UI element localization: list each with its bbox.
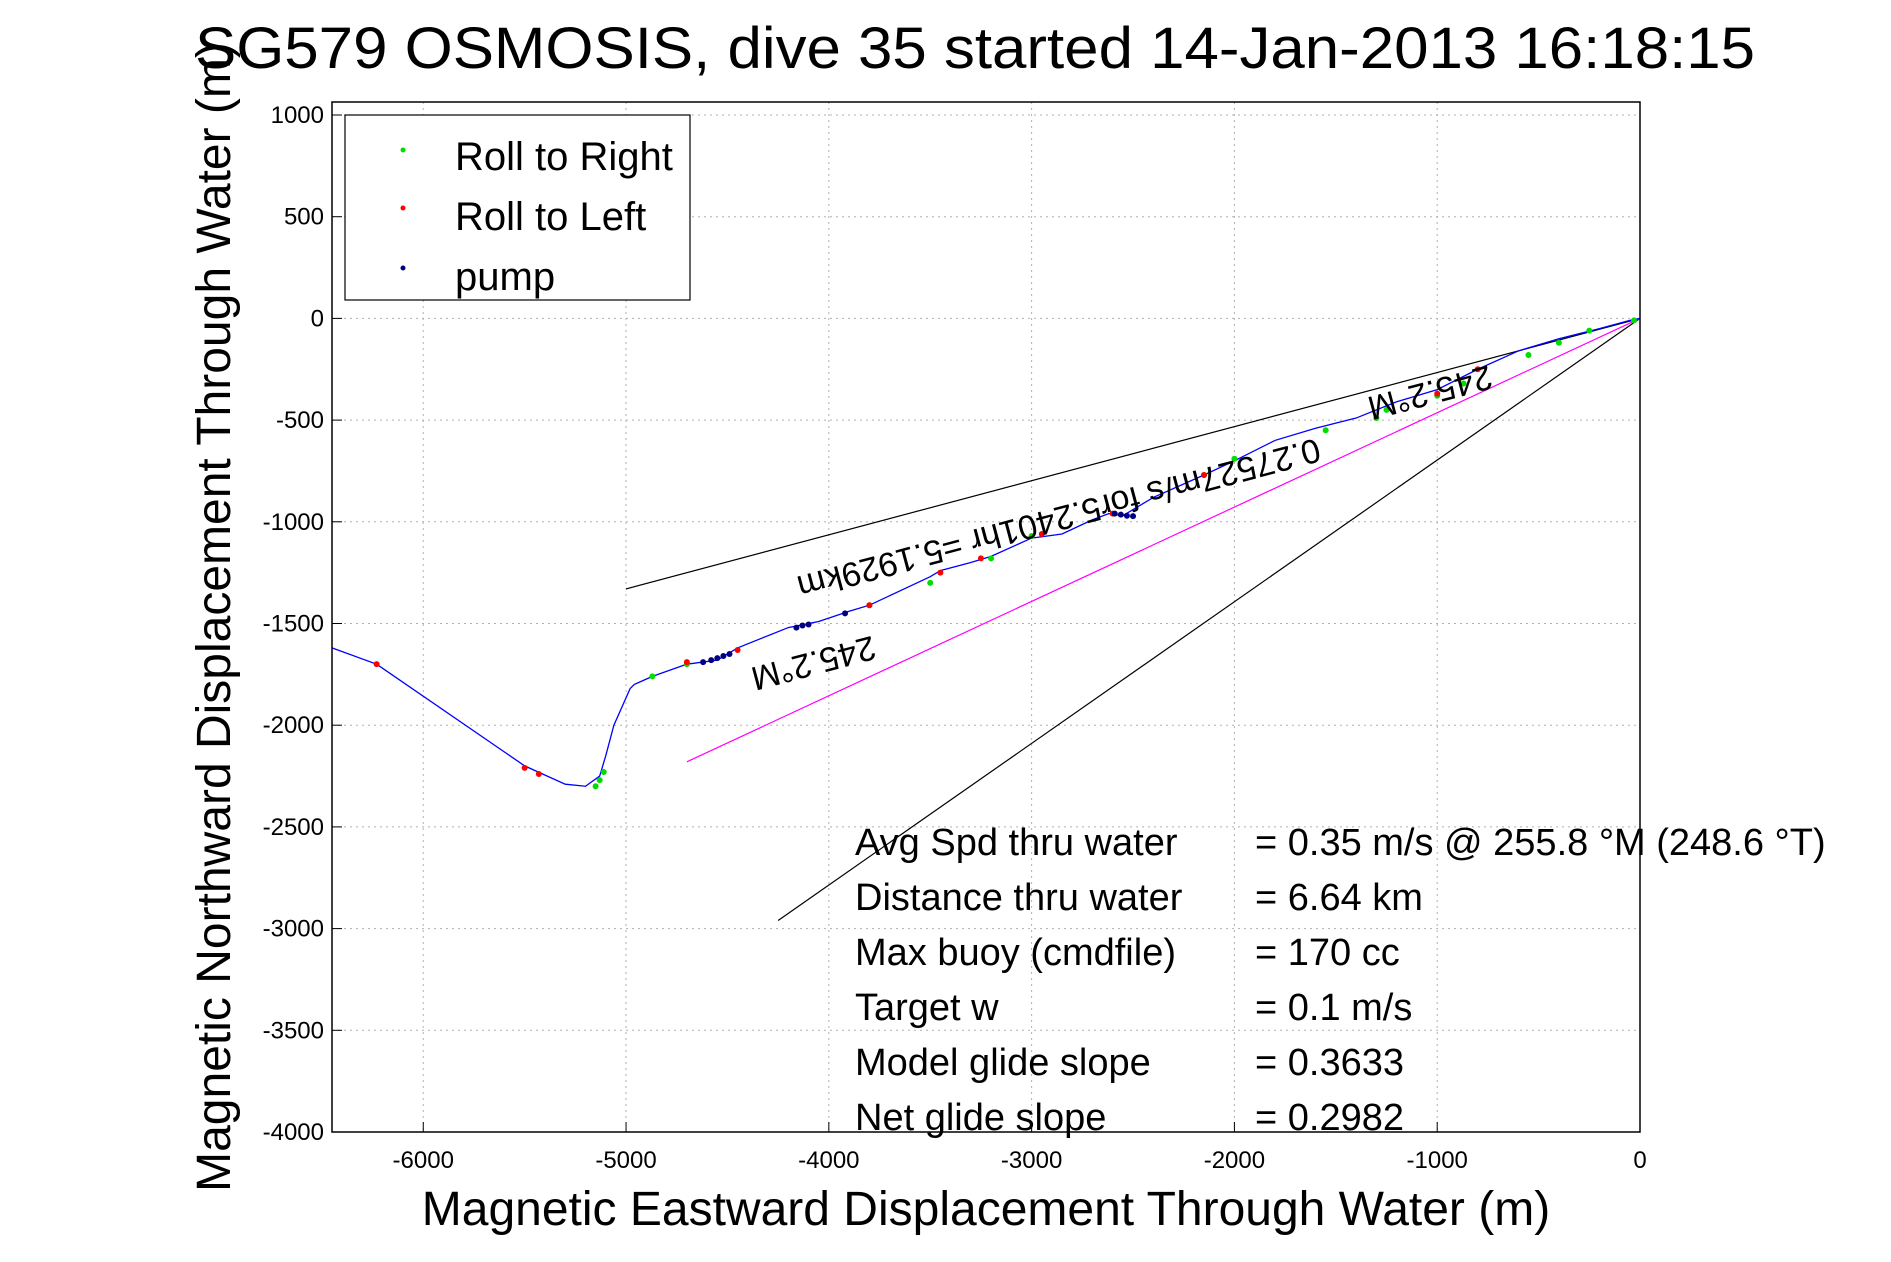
roll-left-point	[1038, 531, 1045, 538]
roll-left-point	[1434, 390, 1441, 397]
data-layer	[331, 317, 1641, 921]
roll-left-point	[734, 646, 741, 653]
legend-marker-roll-left	[400, 205, 406, 211]
roll-right-point	[988, 555, 995, 562]
roll-right-point	[1028, 533, 1035, 540]
y-tick-label: 500	[284, 204, 324, 231]
x-tick-label: -3000	[1001, 1147, 1062, 1174]
legend-marker-roll-right	[400, 147, 406, 153]
y-tick-label: -3500	[263, 1017, 324, 1044]
roll-right-point	[1586, 327, 1593, 334]
roll-right-point	[596, 777, 603, 784]
pump-point	[726, 651, 733, 658]
x-axis-ticks: -6000 -5000 -4000 -3000 -2000 -1000 0	[393, 1122, 1647, 1174]
roll-left-point	[1201, 472, 1207, 479]
legend-label-pump: pump	[455, 255, 555, 299]
roll-right-point	[1383, 406, 1390, 413]
roll-left-point	[373, 661, 380, 668]
pump-point	[842, 610, 849, 617]
info-label-distance: Distance thru water	[855, 877, 1183, 919]
pump-point	[1123, 512, 1130, 519]
roll-right-point	[649, 673, 656, 680]
info-value-max-buoy: = 170 cc	[1255, 932, 1400, 974]
pump-point	[1111, 510, 1118, 517]
roll-left-point	[937, 569, 944, 576]
pump-point	[799, 622, 806, 629]
legend: Roll to Right Roll to Left pump	[344, 114, 691, 301]
roll-left-point	[521, 764, 528, 771]
roll-right-point	[1231, 455, 1238, 462]
pump-point	[1130, 513, 1137, 520]
pump-point	[793, 624, 800, 631]
legend-label-roll-left: Roll to Left	[455, 195, 646, 239]
pump-point	[700, 659, 707, 666]
y-axis-label: Magnetic Northward Displacement Through …	[188, 42, 241, 1192]
legend-marker-pump	[400, 265, 406, 271]
roll-left-point	[683, 659, 690, 666]
glider-track	[331, 317, 1641, 787]
roll-left-point	[977, 555, 984, 562]
info-value-distance: = 6.64 km	[1255, 877, 1423, 919]
y-tick-label: -2500	[263, 814, 324, 841]
pump-point	[805, 621, 812, 628]
info-label-avg-speed: Avg Spd thru water	[855, 822, 1178, 864]
y-axis-ticks: 1000 500 0 -500 -1000 -1500 -2000 -2500 -3000 -35…	[263, 102, 342, 1146]
roll-left-point	[535, 771, 542, 778]
x-tick-label: -6000	[393, 1147, 454, 1174]
roll-right-point	[1525, 352, 1532, 359]
roll-right-point	[600, 768, 607, 775]
info-label-target-w: Target w	[855, 987, 999, 1029]
info-value-net-glide: = 0.2982	[1255, 1097, 1404, 1139]
info-value-avg-speed: = 0.35 m/s @ 255.8 °M (248.6 °T)	[1255, 822, 1826, 864]
roll-left-point	[866, 602, 873, 609]
y-tick-label: 1000	[271, 102, 324, 129]
x-tick-label: -1000	[1407, 1147, 1468, 1174]
info-value-target-w: = 0.1 m/s	[1255, 987, 1412, 1029]
y-tick-label: -1000	[263, 509, 324, 536]
pump-point	[720, 653, 727, 660]
y-tick-label: -500	[276, 407, 324, 434]
pump-point	[714, 655, 721, 662]
legend-label-roll-right: Roll to Right	[455, 135, 673, 179]
pump-point	[708, 657, 715, 664]
roll-left-point	[1474, 366, 1481, 373]
bearing-line-upper	[625, 317, 1641, 590]
roll-right-point	[1373, 415, 1380, 422]
y-tick-label: -4000	[263, 1119, 324, 1146]
roll-right-point	[1322, 427, 1329, 434]
plot-frame	[331, 101, 1641, 1133]
chart-title: SG579 OSMOSIS, dive 35 started 14-Jan-20…	[195, 16, 1755, 81]
roll-right-point	[1630, 317, 1637, 324]
x-tick-label: -4000	[798, 1147, 859, 1174]
roll-right-point	[592, 783, 599, 790]
y-tick-label: -2000	[263, 712, 324, 739]
info-value-model-glide: = 0.3633	[1255, 1042, 1404, 1084]
roll-right-point	[1555, 339, 1562, 346]
bearing-line-lower	[777, 317, 1641, 921]
x-axis-label: Magnetic Eastward Displacement Through W…	[422, 1183, 1550, 1236]
info-label-net-glide: Net glide slope	[855, 1097, 1106, 1139]
pump-point	[1117, 511, 1124, 518]
x-tick-label: 0	[1633, 1147, 1646, 1174]
x-tick-label: -5000	[595, 1147, 656, 1174]
y-tick-label: -1500	[263, 611, 324, 638]
y-tick-label: -3000	[263, 916, 324, 943]
y-tick-label: 0	[311, 305, 324, 332]
current-vector	[686, 317, 1641, 763]
x-tick-label: -2000	[1204, 1147, 1265, 1174]
info-box: Avg Spd thru water = 0.35 m/s @ 255.8 °M…	[855, 822, 1826, 1139]
roll-right-point	[927, 579, 934, 586]
info-label-max-buoy: Max buoy (cmdfile)	[855, 932, 1176, 974]
info-label-model-glide: Model glide slope	[855, 1042, 1151, 1084]
roll-right-point	[1460, 380, 1467, 387]
